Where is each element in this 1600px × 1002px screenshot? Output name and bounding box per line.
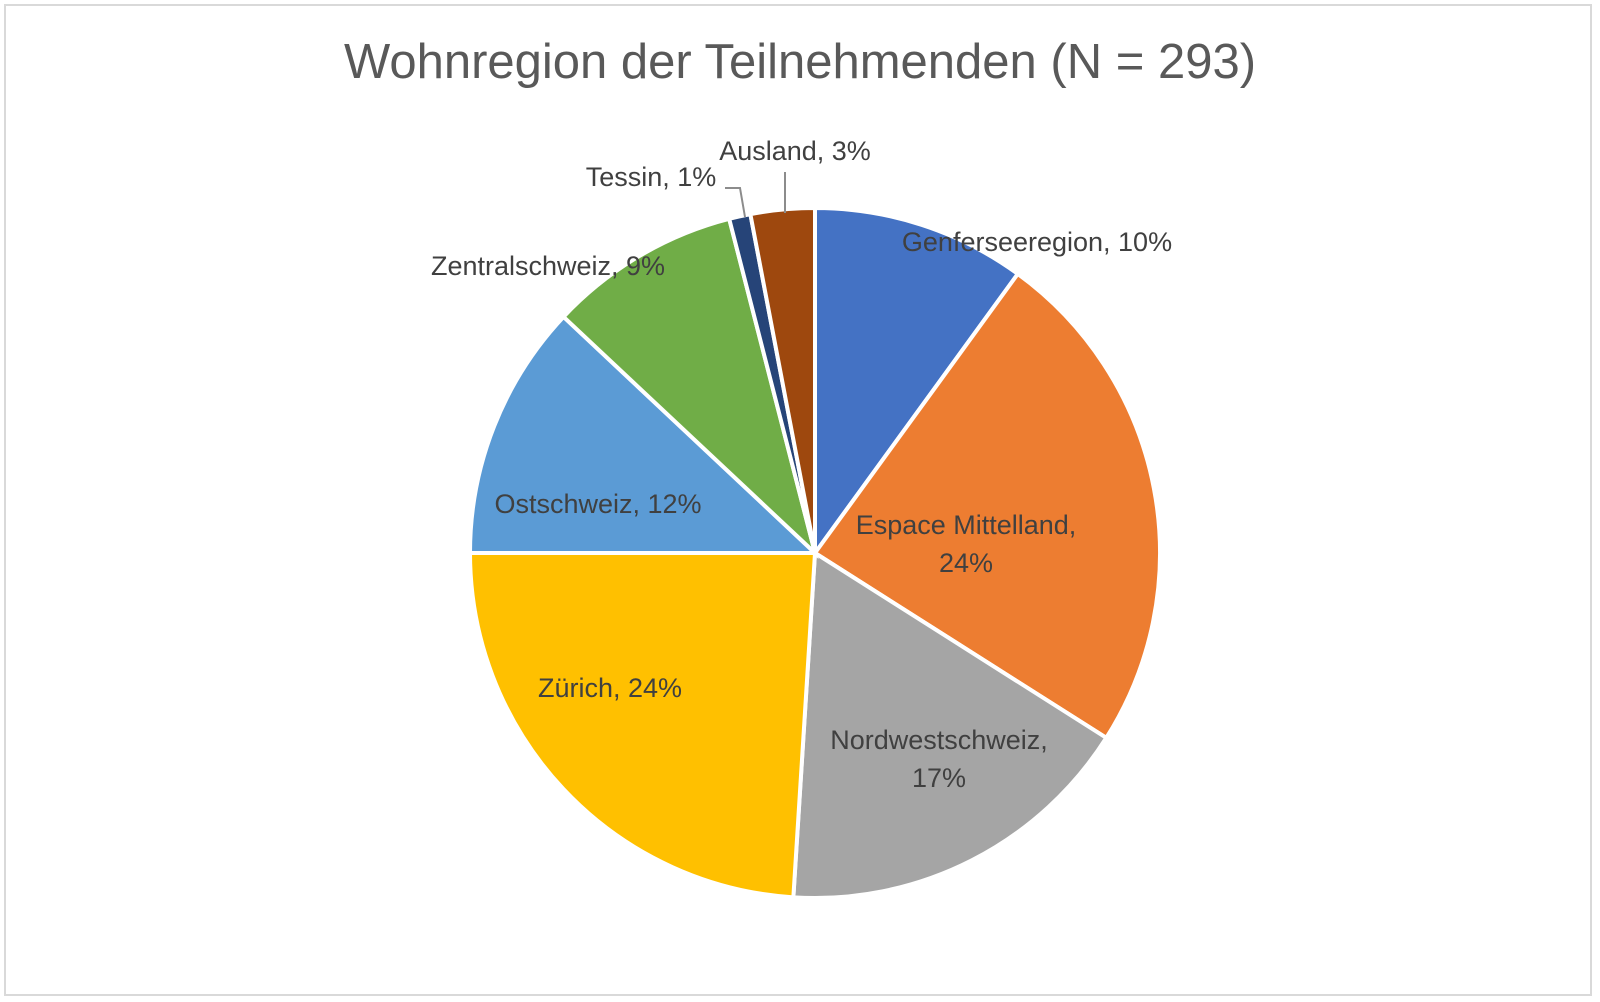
data-label-ostschweiz: Ostschweiz, 12% — [494, 489, 701, 519]
pie-slice-zentralschweiz — [560, 216, 819, 560]
data-label-zentralschweiz: Zentralschweiz, 9% — [431, 251, 665, 281]
pie-slice-genferseeregion — [813, 205, 1021, 560]
data-label-tessin: Tessin, 1% — [586, 162, 717, 192]
pie-slices — [467, 205, 1162, 900]
pie-slice-nordwestschweiz — [791, 549, 1110, 900]
pie-slice-ausland — [748, 205, 817, 554]
data-label-espace-mittelland: Espace Mittelland, 24% — [856, 510, 1077, 578]
pie-slice-zuerich — [467, 551, 818, 900]
data-label-nordwestschweiz: Nordwestschweiz, 17% — [830, 725, 1048, 793]
data-label-genferseeregion: Genferseeregion, 10% — [902, 227, 1172, 257]
pie-slice-ostschweiz — [467, 314, 821, 555]
pie-slice-espace-mittelland — [812, 271, 1162, 741]
leader-lines — [725, 172, 786, 218]
leader-line-tessin — [725, 187, 746, 218]
chart-title: Wohnregion der Teilnehmenden (N = 293) — [343, 35, 1257, 89]
data-label-zuerich: Zürich, 24% — [538, 673, 682, 703]
data-label-ausland: Ausland, 3% — [719, 136, 871, 166]
data-labels: Genferseeregion, 10% Espace Mittelland, 24… — [431, 136, 1172, 793]
